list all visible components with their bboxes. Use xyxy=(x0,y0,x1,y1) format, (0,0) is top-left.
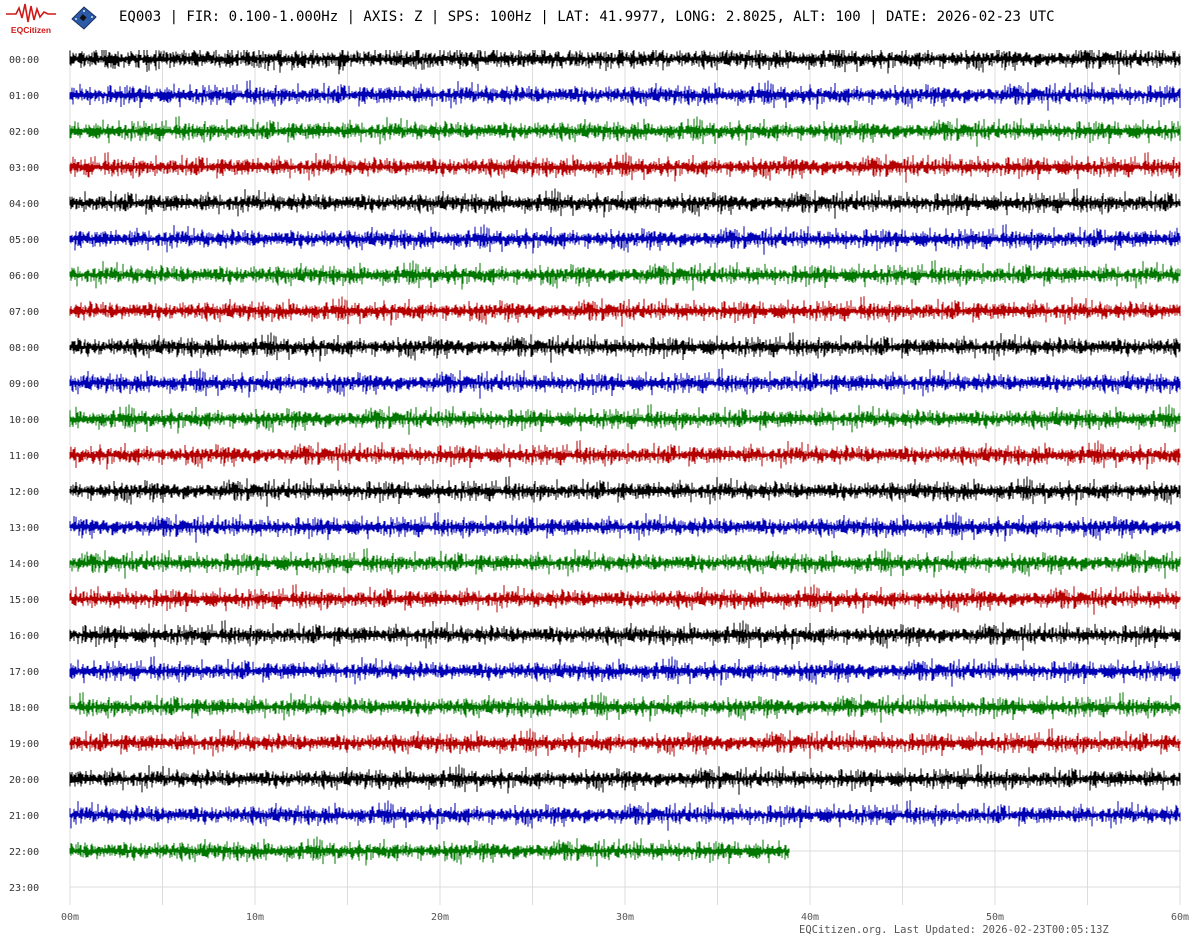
eqcitizen-logo: EQCitizen xyxy=(6,3,56,35)
seismic-trace-1400 xyxy=(69,548,1181,579)
seismic-trace-1200 xyxy=(69,476,1181,507)
row-label: 22:00 xyxy=(9,847,39,858)
row-label: 17:00 xyxy=(9,667,39,678)
row-label: 12:00 xyxy=(9,487,39,498)
seismic-trace-0600 xyxy=(69,260,1181,291)
seismic-trace-2200 xyxy=(69,836,790,867)
last-updated-footer: EQCitizen.org. Last Updated: 2026-02-23T… xyxy=(799,924,1109,936)
seismic-trace-0200 xyxy=(69,116,1181,147)
x-tick-label: 20m xyxy=(431,912,449,923)
seismic-trace-1300 xyxy=(69,512,1181,543)
row-label: 18:00 xyxy=(9,703,39,714)
chart-title: EQ003 | FIR: 0.100-1.000Hz | AXIS: Z | S… xyxy=(119,9,1055,25)
seismic-trace-1000 xyxy=(69,404,1181,435)
x-tick-label: 40m xyxy=(801,912,819,923)
row-label: 19:00 xyxy=(9,739,39,750)
row-label: 23:00 xyxy=(9,883,39,894)
row-label: 16:00 xyxy=(9,631,39,642)
row-label: 04:00 xyxy=(9,199,39,210)
row-label: 08:00 xyxy=(9,343,39,354)
x-tick-label: 60m xyxy=(1171,912,1189,923)
row-label: 01:00 xyxy=(9,91,39,102)
seismic-trace-1600 xyxy=(69,620,1181,651)
seismic-trace-1500 xyxy=(69,584,1181,615)
x-tick-label: 10m xyxy=(246,912,264,923)
row-label: 21:00 xyxy=(9,811,39,822)
seismic-trace-0500 xyxy=(69,224,1181,255)
row-label: 09:00 xyxy=(9,379,39,390)
seismic-trace-1800 xyxy=(69,692,1181,723)
row-label: 11:00 xyxy=(9,451,39,462)
row-label: 10:00 xyxy=(9,415,39,426)
x-tick-label: 00m xyxy=(61,912,79,923)
row-label: 06:00 xyxy=(9,271,39,282)
seismic-trace-0700 xyxy=(69,296,1181,327)
row-label: 20:00 xyxy=(9,775,39,786)
seismic-trace-1100 xyxy=(69,440,1181,471)
row-label: 03:00 xyxy=(9,163,39,174)
row-label: 15:00 xyxy=(9,595,39,606)
row-label: 05:00 xyxy=(9,235,39,246)
row-label: 13:00 xyxy=(9,523,39,534)
seismic-trace-2100 xyxy=(69,800,1181,831)
seismic-trace-0000 xyxy=(69,50,1181,75)
seismic-trace-0100 xyxy=(69,80,1181,111)
row-label: 07:00 xyxy=(9,307,39,318)
row-label: 14:00 xyxy=(9,559,39,570)
seismic-trace-0900 xyxy=(69,368,1181,399)
row-label: 00:00 xyxy=(9,55,39,66)
x-tick-label: 50m xyxy=(986,912,1004,923)
seismic-trace-2000 xyxy=(69,764,1181,795)
seismic-trace-0300 xyxy=(69,152,1181,183)
seismic-trace-0800 xyxy=(69,332,1181,363)
row-label: 02:00 xyxy=(9,127,39,138)
seismic-trace-0400 xyxy=(69,188,1181,219)
seismic-trace-1900 xyxy=(69,728,1181,759)
sensor-board-icon xyxy=(71,6,97,30)
svg-text:EQCitizen: EQCitizen xyxy=(11,25,51,35)
x-tick-label: 30m xyxy=(616,912,634,923)
seismic-trace-1700 xyxy=(69,656,1181,687)
